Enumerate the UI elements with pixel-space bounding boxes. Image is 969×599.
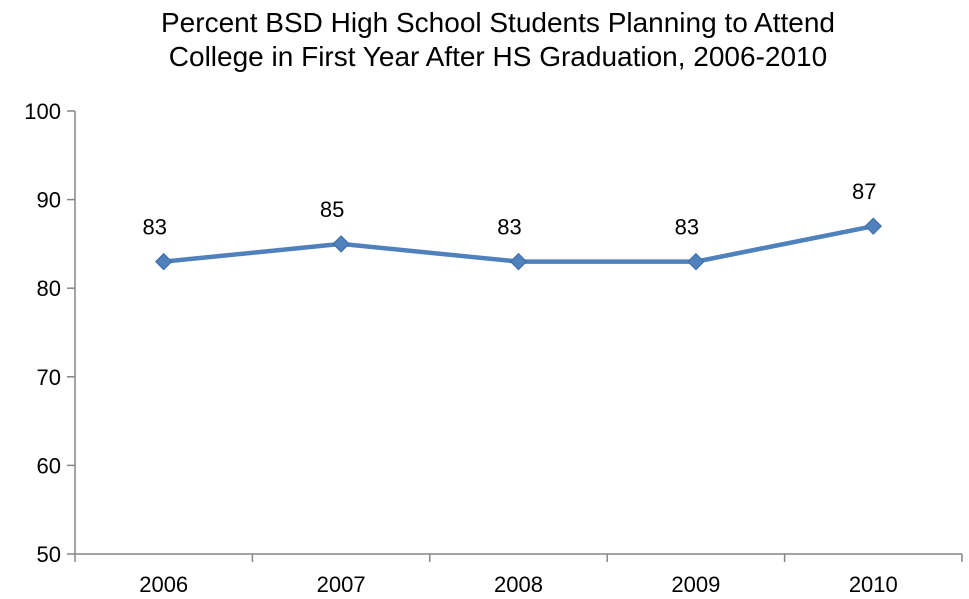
y-tick-label: 100 xyxy=(24,99,61,124)
x-axis-ticks: 2006 2007 2008 2009 2010 xyxy=(74,554,963,597)
data-labels: 83 85 83 83 87 xyxy=(142,179,876,239)
y-tick-label: 70 xyxy=(37,365,61,390)
data-label: 85 xyxy=(320,197,344,222)
x-tick-label: 2010 xyxy=(849,572,898,597)
data-point-marker xyxy=(509,252,528,271)
chart-title-line-1: Percent BSD High School Students Plannin… xyxy=(161,7,835,38)
data-point-marker xyxy=(864,217,883,235)
x-tick-label: 2009 xyxy=(671,572,720,597)
data-point-marker xyxy=(154,252,173,271)
y-axis-ticks: 50 60 70 80 90 100 xyxy=(24,99,75,567)
data-point-marker xyxy=(332,235,350,253)
series xyxy=(154,217,883,271)
y-tick-label: 90 xyxy=(37,188,61,213)
chart-title-line-2: College in First Year After HS Graduatio… xyxy=(169,41,827,72)
x-tick-label: 2007 xyxy=(317,572,366,597)
y-tick-label: 80 xyxy=(37,276,61,301)
y-tick-label: 50 xyxy=(37,542,61,567)
data-label: 87 xyxy=(852,179,876,204)
x-tick-label: 2006 xyxy=(139,572,188,597)
data-label: 83 xyxy=(142,215,166,240)
y-tick-label: 60 xyxy=(37,453,61,478)
data-point-marker xyxy=(687,252,705,271)
x-tick-label: 2008 xyxy=(494,572,543,597)
data-label: 83 xyxy=(675,215,699,240)
chart-title: Percent BSD High School Students Plannin… xyxy=(161,7,835,72)
data-label: 83 xyxy=(497,215,521,240)
axes xyxy=(74,111,962,555)
